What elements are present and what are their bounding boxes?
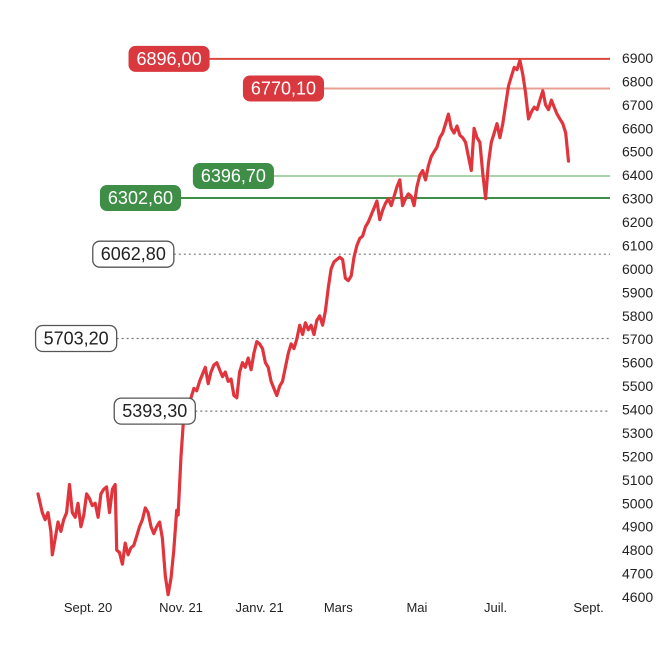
x-tick-label: Mars xyxy=(324,600,353,615)
reference-label-box-0 xyxy=(128,45,210,72)
reference-label-box-5 xyxy=(34,324,118,353)
y-tick-label: 4800 xyxy=(622,542,653,558)
y-tick-label: 6600 xyxy=(622,120,653,136)
x-tick-label: Sept. 20 xyxy=(64,600,112,615)
reference-label-6: 5393,30 xyxy=(113,397,196,425)
reference-label-box-3 xyxy=(99,184,181,211)
y-axis: 4600 4700 4800 4900 5000 5100 5200 5300 5400 5500… xyxy=(622,50,653,605)
reference-label-text-6: 5393,30 xyxy=(122,401,187,421)
x-axis: Sept. 20 Nov. 21 Janv. 21 Mars Mai Juil. Sept. xyxy=(64,600,604,615)
y-tick-label: 5500 xyxy=(622,378,653,394)
reference-label-text-4: 6062,80 xyxy=(101,244,166,264)
y-tick-label: 5800 xyxy=(622,308,653,324)
reference-labels: 6896,00 6770,10 6396,70 6302,60 6062,80 5703,… xyxy=(34,45,324,425)
x-tick-label: Sept. xyxy=(573,600,603,615)
reference-label-0: 6896,00 xyxy=(128,45,210,72)
reference-label-box-2 xyxy=(192,162,274,189)
reference-label-1: 6770,10 xyxy=(242,75,324,102)
y-tick-label: 6900 xyxy=(622,50,653,66)
y-tick-label: 4600 xyxy=(622,589,653,605)
y-tick-label: 6700 xyxy=(622,97,653,113)
series-layer xyxy=(36,58,571,597)
y-tick-label: 5200 xyxy=(622,448,653,464)
y-tick-label: 5900 xyxy=(622,284,653,300)
series-line-0 xyxy=(36,58,571,597)
reference-label-5: 5703,20 xyxy=(34,324,118,353)
reference-label-box-6 xyxy=(113,397,196,425)
y-tick-label: 6100 xyxy=(622,237,653,253)
y-tick-label: 5700 xyxy=(622,331,653,347)
reference-lines xyxy=(116,57,610,412)
y-tick-label: 5000 xyxy=(622,495,653,511)
y-tick-label: 4900 xyxy=(622,519,653,535)
y-tick-label: 5100 xyxy=(622,472,653,488)
x-tick-label: Janv. 21 xyxy=(236,600,284,615)
reference-label-text-3: 6302,60 xyxy=(108,188,173,208)
reference-label-2: 6396,70 xyxy=(192,162,274,189)
y-tick-label: 6200 xyxy=(622,214,653,230)
reference-label-3: 6302,60 xyxy=(99,184,181,211)
reference-label-text-5: 5703,20 xyxy=(44,328,109,348)
x-tick-label: Juil. xyxy=(484,600,507,615)
y-tick-label: 4700 xyxy=(622,566,653,582)
reference-label-box-4 xyxy=(92,240,175,268)
y-tick-label: 6500 xyxy=(622,144,653,160)
x-tick-label: Mai xyxy=(406,600,427,615)
y-tick-label: 5600 xyxy=(622,355,653,371)
y-tick-label: 6400 xyxy=(622,167,653,183)
x-tick-label: Nov. 21 xyxy=(159,600,203,615)
reference-label-text-0: 6896,00 xyxy=(137,49,202,69)
reference-label-text-1: 6770,10 xyxy=(251,78,316,98)
y-tick-label: 6300 xyxy=(622,191,653,207)
y-tick-label: 5300 xyxy=(622,425,653,441)
y-tick-label: 6000 xyxy=(622,261,653,277)
reference-label-text-2: 6396,70 xyxy=(201,166,266,186)
reference-label-4: 6062,80 xyxy=(92,240,175,268)
reference-label-box-1 xyxy=(242,75,324,102)
y-tick-label: 6800 xyxy=(622,73,653,89)
y-tick-label: 5400 xyxy=(622,402,653,418)
